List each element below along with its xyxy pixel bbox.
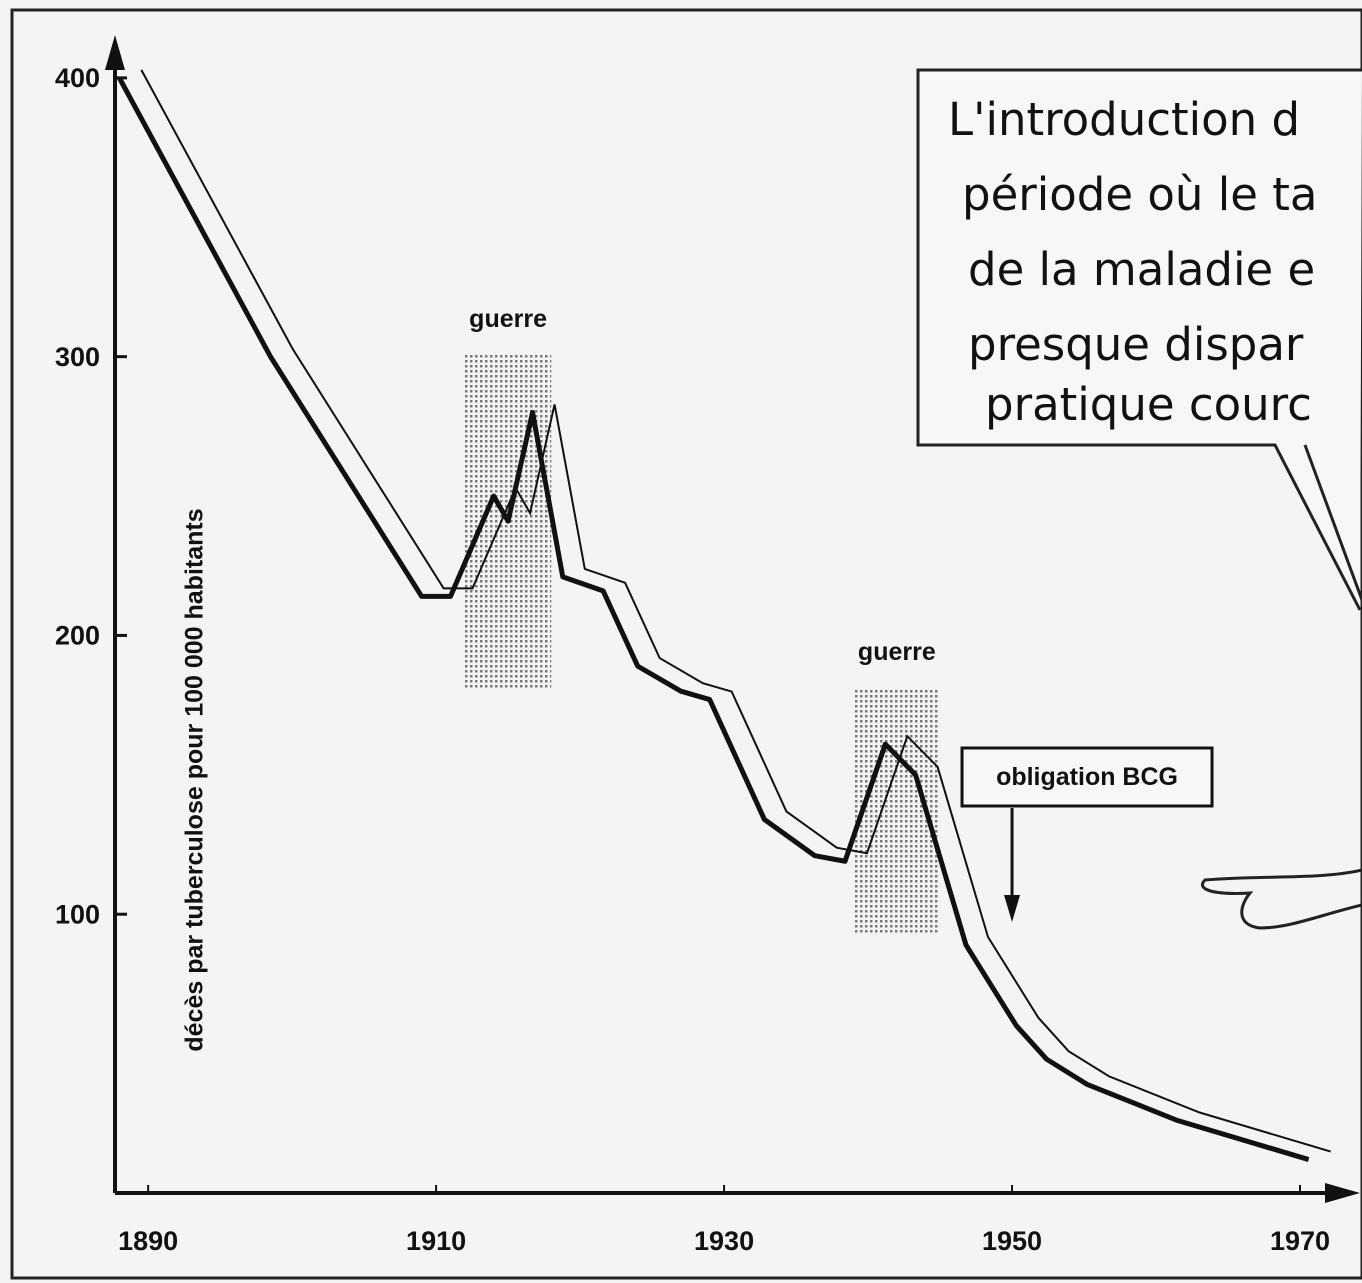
war-label: guerre <box>469 305 547 333</box>
callout-line: période où le ta <box>962 168 1317 221</box>
y-tick-label: 200 <box>55 621 100 651</box>
x-tick-label: 1910 <box>406 1226 466 1256</box>
callout-line: pratique courc <box>985 378 1312 431</box>
bcg-arrowhead <box>1004 895 1020 922</box>
callout-line: L'introduction d <box>948 93 1300 146</box>
callout-line: de la maladie e <box>968 243 1315 296</box>
x-tick-label: 1970 <box>1270 1226 1330 1256</box>
y-tick-label: 300 <box>55 342 100 372</box>
x-tick-label: 1930 <box>694 1226 754 1256</box>
callout-line: presque dispar <box>968 318 1304 371</box>
x-tick-label: 1950 <box>982 1226 1042 1256</box>
x-tick-label: 1890 <box>118 1226 178 1256</box>
chart: décès par tuberculose pour 100 000 habit… <box>0 0 1362 1283</box>
x-axis-arrow <box>1325 1183 1360 1203</box>
y-tick-label: 100 <box>55 899 100 929</box>
y-axis-label: décès par tuberculose pour 100 000 habit… <box>181 508 209 1051</box>
war-label: guerre <box>858 638 936 666</box>
y-tick-label: 400 <box>55 63 100 93</box>
pointing-hand <box>1202 870 1362 928</box>
bcg-label: obligation BCG <box>996 763 1178 791</box>
y-axis-arrow <box>105 35 125 70</box>
